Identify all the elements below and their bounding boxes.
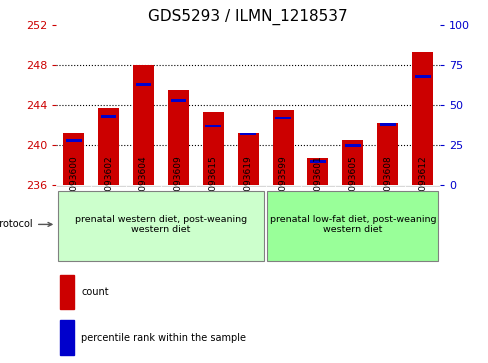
Text: GSM1093615: GSM1093615 <box>208 156 217 216</box>
Text: GSM1093604: GSM1093604 <box>139 156 148 216</box>
Text: percentile rank within the sample: percentile rank within the sample <box>81 333 245 343</box>
Bar <box>135 83 151 86</box>
Bar <box>203 112 224 185</box>
Bar <box>411 52 432 185</box>
Bar <box>265 185 300 187</box>
Bar <box>56 185 91 187</box>
Bar <box>133 65 154 185</box>
Bar <box>377 123 397 185</box>
Text: GSM1093600: GSM1093600 <box>69 156 78 216</box>
Bar <box>98 108 119 185</box>
Bar <box>300 185 335 187</box>
Bar <box>91 185 126 187</box>
Bar <box>237 133 258 185</box>
Bar <box>240 132 256 135</box>
Text: GSM1093599: GSM1093599 <box>278 156 287 216</box>
Bar <box>58 191 264 261</box>
Text: protocol: protocol <box>0 219 52 229</box>
Bar <box>63 133 84 185</box>
Text: GSM1093609: GSM1093609 <box>174 156 183 216</box>
Text: prenatal western diet, post-weaning
western diet: prenatal western diet, post-weaning west… <box>75 215 246 234</box>
Bar <box>369 185 405 187</box>
Text: GSM1093619: GSM1093619 <box>243 156 252 216</box>
Bar <box>126 185 161 187</box>
Bar <box>170 99 186 102</box>
Text: GSM1093605: GSM1093605 <box>347 156 357 216</box>
Bar <box>60 275 73 309</box>
Bar <box>379 123 395 126</box>
Text: GSM1093612: GSM1093612 <box>417 156 427 216</box>
Bar <box>335 185 369 187</box>
Bar <box>414 75 429 78</box>
Bar <box>275 117 290 119</box>
Bar <box>101 115 116 118</box>
Bar <box>167 90 188 185</box>
Text: prenatal low-fat diet, post-weaning
western diet: prenatal low-fat diet, post-weaning west… <box>269 215 435 234</box>
Text: GSM1093602: GSM1093602 <box>104 156 113 216</box>
Text: GSM1093608: GSM1093608 <box>383 156 391 216</box>
Title: GDS5293 / ILMN_1218537: GDS5293 / ILMN_1218537 <box>148 9 347 25</box>
Bar <box>309 160 325 163</box>
Text: GSM1093601: GSM1093601 <box>313 156 322 216</box>
Bar <box>161 185 195 187</box>
Bar <box>405 185 439 187</box>
Bar <box>205 125 221 127</box>
Bar <box>307 158 328 185</box>
Bar <box>60 320 73 355</box>
Bar <box>342 140 363 185</box>
Bar <box>272 110 293 185</box>
Bar <box>66 139 81 142</box>
Bar <box>195 185 230 187</box>
Bar <box>267 191 437 261</box>
Bar <box>230 185 265 187</box>
Bar <box>345 144 360 147</box>
Text: count: count <box>81 287 109 297</box>
